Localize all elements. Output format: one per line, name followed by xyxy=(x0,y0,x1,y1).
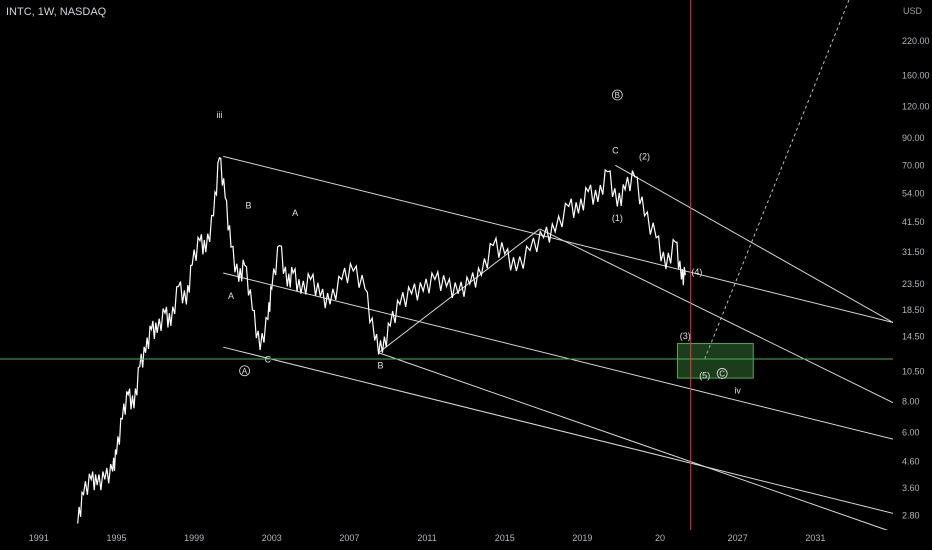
price-tick-label: 220.00 xyxy=(902,36,930,46)
price-tick-label: 160.00 xyxy=(902,70,930,80)
price-tick-label: 3.60 xyxy=(902,483,920,493)
cursor-vertical-line: Mon 29 Jul '24 xyxy=(657,0,724,549)
wave-label: C xyxy=(719,369,725,378)
time-tick-label: 2019 xyxy=(572,533,592,543)
target-zone-box[interactable] xyxy=(677,343,754,379)
time-axis[interactable]: 1991 1995 1999 2003 2007 2011 2015 2019 20 2027 20… xyxy=(0,530,932,550)
price-tick-label: 120.00 xyxy=(902,102,930,112)
time-tick-label: 2031 xyxy=(805,533,825,543)
time-tick-label: 1995 xyxy=(106,533,126,543)
wave-label: (5) xyxy=(699,371,710,381)
wave-label: (2) xyxy=(639,151,650,161)
price-tick-label: 70.00 xyxy=(902,160,925,170)
price-axis[interactable]: 220.00 160.00 120.00 90.00 70.00 54.00 41.50 31… xyxy=(893,0,932,550)
price-tick-label: 90.00 xyxy=(902,133,925,143)
parallel-channel-line xyxy=(223,346,894,514)
target-zone-rect xyxy=(677,343,754,379)
wave-label: C xyxy=(612,146,619,156)
time-tick-label: 1991 xyxy=(29,533,49,543)
wave-label: C xyxy=(265,355,272,365)
wave-label-circle xyxy=(611,89,623,101)
price-tick-label: 54.00 xyxy=(902,189,925,199)
wave-label: B xyxy=(245,201,251,211)
price-tick-label: 18.50 xyxy=(902,305,925,315)
price-series xyxy=(77,156,686,524)
wave-label: B xyxy=(377,361,383,371)
trend-line xyxy=(615,164,894,323)
trend-line xyxy=(223,155,894,324)
price-line xyxy=(77,156,686,524)
wave-label: B xyxy=(615,91,620,100)
trend-line xyxy=(539,228,894,404)
currency-label: USD xyxy=(903,6,923,16)
price-tick-label: 14.50 xyxy=(902,332,925,342)
time-axis-bg xyxy=(0,530,932,550)
wave-label: (4) xyxy=(691,267,702,277)
time-tick-label: 2003 xyxy=(262,533,282,543)
price-tick-label: 2.80 xyxy=(902,510,920,520)
wave-label-circle xyxy=(239,365,251,377)
wave-label-circle xyxy=(716,368,728,379)
wave-label: iii xyxy=(216,110,222,120)
time-tick-label: 2027 xyxy=(728,533,748,543)
price-tick-label: 41.50 xyxy=(902,217,925,227)
wave-label: A xyxy=(228,291,234,301)
time-tick-label: 2007 xyxy=(339,533,359,543)
price-tick-label: 4.60 xyxy=(902,456,920,466)
time-tick-label: 2015 xyxy=(495,533,515,543)
wave-label: (3) xyxy=(680,331,691,341)
price-tick-label: 8.00 xyxy=(902,396,920,406)
wave-label: A xyxy=(292,208,298,218)
price-tick-label: 10.50 xyxy=(902,367,925,377)
projection-dashed-line xyxy=(704,0,850,360)
price-axis-bg xyxy=(893,0,932,550)
wave-label: (1) xyxy=(612,213,623,223)
price-tick-label: 6.00 xyxy=(902,428,920,438)
wave-label: iv xyxy=(734,385,741,395)
price-tick-label: 31.50 xyxy=(902,247,925,257)
wave-labels: iii B A A C A B B C (2) (1) (4) (3) (5) Civ xyxy=(216,89,741,395)
time-tick-label: 20 xyxy=(655,533,665,543)
symbol-title: INTC, 1W, NASDAQ xyxy=(6,6,107,18)
trend-channel-lines[interactable] xyxy=(223,0,894,533)
wave-label: A xyxy=(242,367,248,376)
time-tick-label: 2011 xyxy=(417,533,436,543)
price-tick-label: 23.50 xyxy=(902,279,925,289)
time-tick-label: 1999 xyxy=(184,533,204,543)
parallel-channel-line xyxy=(223,272,894,440)
trend-line xyxy=(378,352,894,533)
